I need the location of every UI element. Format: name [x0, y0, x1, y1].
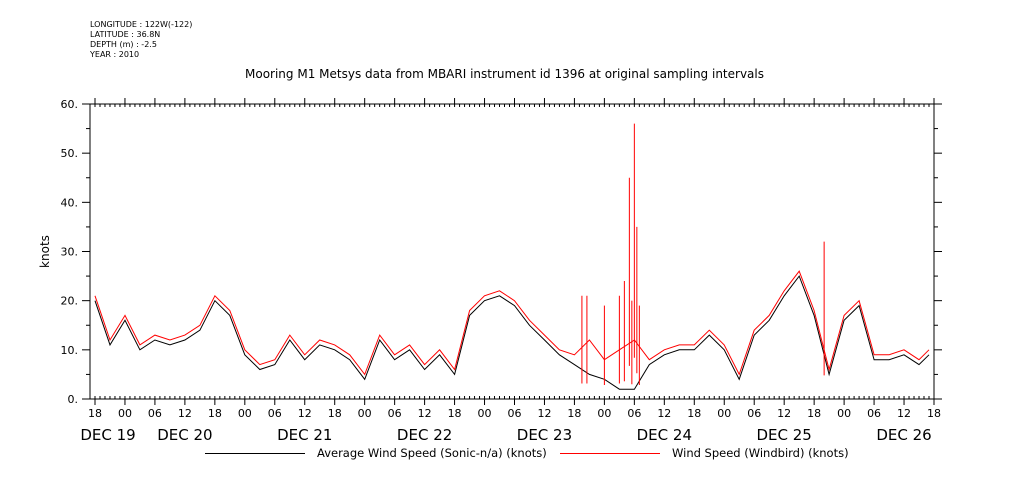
x-date-label: DEC 25 — [756, 426, 811, 444]
x-hour-label: 18 — [567, 407, 581, 420]
x-hour-label: 06 — [627, 407, 641, 420]
legend: Average Wind Speed (Sonic-n/a) (knots) W… — [0, 446, 1009, 464]
x-hour-label: 18 — [208, 407, 222, 420]
x-hour-label: 18 — [807, 407, 821, 420]
y-tick-label: 30. — [61, 246, 79, 259]
longitude-text: LONGITUDE : 122W(-122) — [90, 20, 193, 29]
x-hour-label: 06 — [867, 407, 881, 420]
x-hour-label: 06 — [507, 407, 521, 420]
x-date-label: DEC 20 — [157, 426, 212, 444]
x-hour-label: 18 — [328, 407, 342, 420]
year-text: YEAR : 2010 — [90, 50, 140, 59]
y-tick-label: 50. — [61, 147, 79, 160]
y-axis-label: knots — [38, 235, 52, 268]
legend-swatch-average — [205, 452, 305, 454]
metadata-block: LONGITUDE : 122W(-122) LATITUDE : 36.8N … — [90, 20, 192, 60]
x-hour-label: 00 — [717, 407, 731, 420]
x-hour-label: 18 — [927, 407, 941, 420]
x-hour-label: 18 — [687, 407, 701, 420]
y-tick-label: 60. — [61, 98, 79, 111]
x-hour-label: 06 — [148, 407, 162, 420]
x-hour-label: 12 — [298, 407, 312, 420]
series-line-average — [94, 275, 930, 390]
legend-entry-average: Average Wind Speed (Sonic-n/a) (knots) — [205, 446, 547, 460]
x-hour-label: 12 — [777, 407, 791, 420]
x-hour-label: 12 — [418, 407, 432, 420]
depth-text: DEPTH (m) : -2.5 — [90, 40, 157, 49]
latitude-text: LATITUDE : 36.8N — [90, 30, 161, 39]
x-hour-label: 00 — [358, 407, 372, 420]
y-tick-label: 10. — [61, 344, 79, 357]
x-date-label: DEC 24 — [637, 426, 692, 444]
x-hour-label: 00 — [118, 407, 132, 420]
legend-swatch-windbird — [560, 452, 660, 454]
x-hour-label: 12 — [897, 407, 911, 420]
x-date-label: DEC 22 — [397, 426, 452, 444]
x-hour-label: 06 — [388, 407, 402, 420]
x-date-label: DEC 21 — [277, 426, 332, 444]
plot-frame — [89, 103, 935, 400]
chart-title: Mooring M1 Metsys data from MBARI instru… — [245, 67, 764, 81]
x-hour-label: 06 — [747, 407, 761, 420]
legend-label-windbird: Wind Speed (Windbird) (knots) — [672, 446, 849, 460]
chart-canvas: 0. 10. 20. 30. 40. 50. 60. knots 18 00 06 12 18 00 06 1… — [38, 98, 942, 444]
x-hour-label: 12 — [537, 407, 551, 420]
series-line-windbird — [94, 270, 930, 376]
x-hour-label: 00 — [238, 407, 252, 420]
y-tick-label: 40. — [61, 196, 79, 209]
x-hour-label: 00 — [597, 407, 611, 420]
y-tick-label: 0. — [68, 393, 79, 406]
x-date-label: DEC 19 — [80, 426, 135, 444]
x-hour-label: 06 — [268, 407, 282, 420]
legend-label-average: Average Wind Speed (Sonic-n/a) (knots) — [317, 446, 547, 460]
x-hour-label: 18 — [448, 407, 462, 420]
x-hour-label: 12 — [657, 407, 671, 420]
x-date-label: DEC 23 — [517, 426, 572, 444]
y-tick-label: 20. — [61, 295, 79, 308]
x-date-label: DEC 26 — [876, 426, 931, 444]
x-hour-label: 00 — [478, 407, 492, 420]
x-hour-label: 00 — [837, 407, 851, 420]
x-hour-label: 18 — [88, 407, 102, 420]
legend-entry-windbird: Wind Speed (Windbird) (knots) — [560, 446, 849, 460]
x-hour-label: 12 — [178, 407, 192, 420]
